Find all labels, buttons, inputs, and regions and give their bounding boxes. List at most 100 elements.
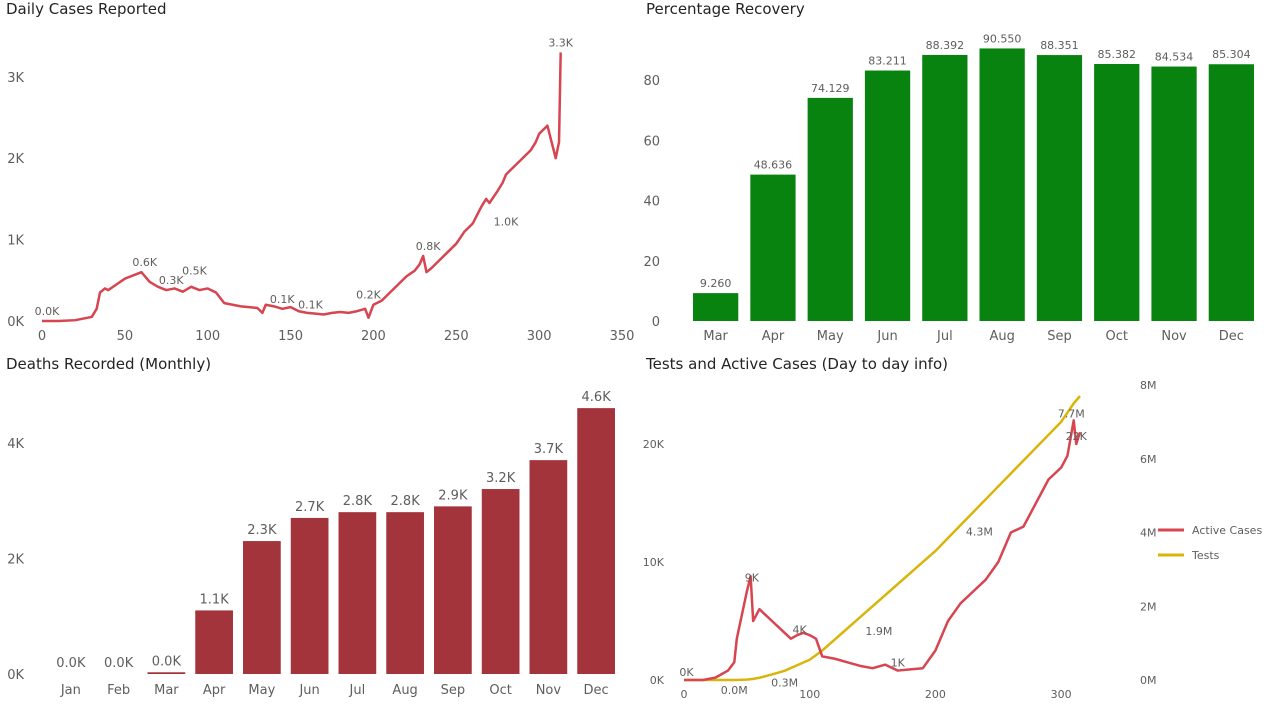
data-label: 84.534 <box>1155 51 1194 64</box>
x-tick-label: 0 <box>38 329 46 344</box>
x-tick-label: Mar <box>154 683 179 698</box>
y-right-tick-label: 0M <box>1140 674 1157 687</box>
y-right-tick-label: 2M <box>1140 600 1157 613</box>
daily-cases-title: Daily Cases Reported <box>6 0 167 18</box>
y-tick-label: 60 <box>643 134 660 149</box>
recovery-title: Percentage Recovery <box>646 0 805 18</box>
data-label: 0.8K <box>416 240 441 253</box>
deaths-bar <box>338 512 377 674</box>
x-tick-label: 200 <box>361 329 386 344</box>
tests-active-chart[interactable]: 0 100 200 300 0K 10K 20K 0M 2M 4M 6M 8M 0K 9K 4K 1K 22K 0… <box>640 355 1280 720</box>
deaths-chart[interactable]: 0K 2K 4K 0.0K Jan 0.0K Feb 0.0K Mar 1.1K Apr 2.3K Ma… <box>0 355 640 720</box>
x-tick-label: Nov <box>536 683 562 698</box>
deaths-bar <box>243 541 281 674</box>
data-label: 2.8K <box>343 494 373 509</box>
data-label: 7.7M <box>1058 407 1085 420</box>
data-label: 0.2K <box>356 289 381 302</box>
y-left-tick-label: 20K <box>643 438 665 451</box>
x-tick-label: 100 <box>195 329 220 344</box>
daily-cases-panel: Daily Cases Reported 0 50 100 150 200 250 300 3… <box>0 0 640 350</box>
data-label: 3.2K <box>486 471 516 486</box>
deaths-bar <box>195 610 233 674</box>
x-tick-label: 50 <box>117 329 134 344</box>
recovery-bar <box>979 48 1025 322</box>
data-label: 2.7K <box>295 500 325 515</box>
y-tick-label: 2K <box>7 552 24 567</box>
x-tick-label: 300 <box>527 329 552 344</box>
x-tick-label: Apr <box>762 329 785 344</box>
x-tick-label: Dec <box>1219 329 1244 344</box>
data-label: 0.0K <box>35 305 60 318</box>
data-label: 0.0K <box>56 656 86 671</box>
x-tick-label: Jul <box>349 683 366 698</box>
y-left-tick-label: 0K <box>650 674 665 687</box>
daily-cases-line <box>42 52 562 323</box>
data-label: 0.0K <box>152 654 182 669</box>
data-label: 85.382 <box>1098 48 1137 61</box>
recovery-bar <box>693 293 739 321</box>
active-cases-line <box>684 419 1082 682</box>
y-tick-label: 3K <box>7 71 24 86</box>
y-tick-label: 4K <box>7 437 24 452</box>
y-tick-label: 80 <box>643 74 660 89</box>
y-tick-label: 0K <box>7 668 24 683</box>
deaths-bar <box>434 506 472 674</box>
x-tick-label: May <box>248 683 275 698</box>
recovery-bar <box>1208 64 1254 322</box>
x-tick-label: Jul <box>936 329 953 344</box>
legend-label-tests: Tests <box>1191 549 1220 562</box>
data-label: 90.550 <box>983 32 1022 45</box>
x-tick-label: Dec <box>584 683 609 698</box>
x-tick-label: Aug <box>392 683 417 698</box>
daily-cases-chart[interactable]: 0 50 100 150 200 250 300 350 0K 1K 2K 3K 0.0K 0.6K0.3… <box>0 0 640 350</box>
data-label: 0.1K <box>270 293 295 306</box>
y-tick-label: 1K <box>7 234 24 249</box>
x-tick-label: Oct <box>489 683 511 698</box>
y-tick-label: 40 <box>643 195 660 210</box>
data-label: 48.636 <box>754 159 793 172</box>
x-tick-label: 0 <box>681 688 688 701</box>
data-label: 0.1K <box>298 298 323 311</box>
tests-panel: Tests and Active Cases (Day to day info)… <box>640 355 1280 720</box>
data-label: 22K <box>1066 430 1088 443</box>
x-tick-label: May <box>817 329 844 344</box>
x-tick-label: Sep <box>441 683 466 698</box>
x-tick-label: 350 <box>610 329 635 344</box>
tests-title: Tests and Active Cases (Day to day info) <box>646 355 948 373</box>
deaths-bar <box>529 460 568 674</box>
deaths-bar <box>147 672 186 674</box>
x-tick-label: Sep <box>1047 329 1072 344</box>
legend-label-active: Active Cases <box>1192 524 1262 537</box>
data-label: 85.304 <box>1212 48 1251 61</box>
recovery-bar <box>864 70 911 322</box>
x-tick-label: 300 <box>1051 688 1072 701</box>
data-label: 88.392 <box>926 39 965 52</box>
data-label: 4K <box>793 624 808 637</box>
data-label: 74.129 <box>811 82 850 95</box>
y-tick-label: 0K <box>7 315 24 330</box>
x-tick-label: Jun <box>876 329 897 344</box>
data-label: 0.6K <box>132 256 157 269</box>
y-right-tick-label: 4M <box>1140 527 1157 540</box>
data-label: 3.7K <box>534 442 564 457</box>
y-right-tick-label: 6M <box>1140 453 1157 466</box>
y-tick-label: 20 <box>643 255 660 270</box>
recovery-bar <box>922 54 968 322</box>
deaths-bar <box>290 517 329 674</box>
x-tick-label: Apr <box>203 683 226 698</box>
deaths-bar <box>481 489 520 674</box>
data-label: 0.0K <box>104 656 134 671</box>
recovery-chart[interactable]: 0 20 40 60 80 9.260 Mar 48.636 Apr 74.129 May 83.21… <box>640 0 1280 350</box>
data-label: 1.0K <box>494 215 519 228</box>
x-tick-label: 250 <box>444 329 469 344</box>
data-label: 2.9K <box>438 488 468 503</box>
x-tick-label: 150 <box>278 329 303 344</box>
data-label: 1K <box>891 657 906 670</box>
data-label: 0.5K <box>182 264 207 277</box>
deaths-bar <box>386 512 424 674</box>
x-tick-label: Feb <box>107 683 130 698</box>
data-label: 83.211 <box>868 55 907 68</box>
recovery-bar <box>1151 66 1197 321</box>
data-label: 9K <box>745 572 760 585</box>
x-tick-label: Mar <box>703 329 728 344</box>
